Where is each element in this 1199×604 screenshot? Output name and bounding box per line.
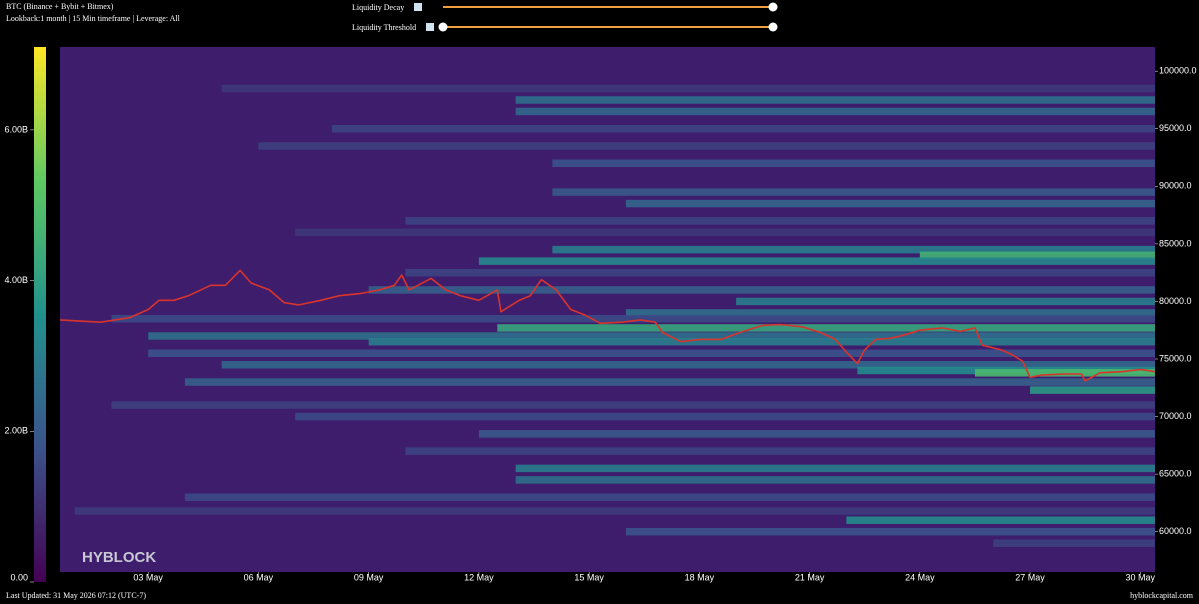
liquidity-band <box>405 217 1155 225</box>
price-line <box>60 269 1155 382</box>
x-tick-label: 12 May <box>464 572 494 582</box>
last-updated: Last Updated: 31 May 2026 07:12 (UTC-7) <box>6 591 146 600</box>
y-tick-label: 75000.0 <box>1159 353 1192 363</box>
slider-knob[interactable] <box>768 2 778 12</box>
y-tick-label: 80000.0 <box>1159 296 1192 306</box>
liquidity-band <box>974 369 1155 377</box>
liquidity-band <box>478 257 1155 265</box>
liquidity-band <box>74 507 1155 515</box>
liquidity-band <box>736 297 1155 306</box>
liquidity-band <box>625 309 1155 317</box>
liquidity-band <box>993 539 1155 547</box>
liquidity-band <box>919 251 1155 260</box>
y-tick-label: 60000.0 <box>1159 526 1192 536</box>
x-tick-label: 24 May <box>905 572 935 582</box>
liquidity-band <box>552 159 1155 168</box>
watermark: HYBLOCK <box>82 549 156 566</box>
heatmap <box>60 84 1155 547</box>
y-tick-label: 65000.0 <box>1159 469 1192 479</box>
colorbar-tick-label: 0.00 <box>10 572 28 582</box>
liquidity-band <box>148 332 1155 340</box>
liquidity-band <box>111 401 1155 409</box>
x-tick-label: 06 May <box>244 572 274 582</box>
liquidity-band <box>625 199 1155 208</box>
subtitle: Lookback:1 month | 15 Min timeframe | Le… <box>6 14 181 23</box>
liquidity-band <box>295 412 1155 421</box>
colorbar <box>34 47 46 582</box>
liquidity-band <box>258 142 1155 150</box>
title: BTC (Binance + Bybit + Bitmex) <box>6 2 114 11</box>
x-tick-label: 27 May <box>1015 572 1045 582</box>
liquidity-band <box>184 378 1155 386</box>
icon <box>426 23 434 31</box>
colorbar-tick-label: 6.00B <box>4 124 28 134</box>
slider-knob[interactable] <box>768 22 778 32</box>
liquidity-band <box>148 349 1155 357</box>
liquidity-band <box>478 430 1155 438</box>
slider-knob[interactable] <box>438 22 448 32</box>
y-tick-label: 85000.0 <box>1159 238 1192 248</box>
liquidity-band <box>184 493 1155 501</box>
liquidity-band <box>515 96 1155 104</box>
liquidity-band <box>331 125 1155 133</box>
y-tick-label: 95000.0 <box>1159 123 1192 133</box>
liquidity-band <box>368 286 1155 294</box>
y-tick-label: 70000.0 <box>1159 411 1192 421</box>
y-tick-label: 100000.0 <box>1159 66 1197 76</box>
colorbar-tick-label: 2.00B <box>4 426 28 436</box>
x-tick-label: 09 May <box>354 572 384 582</box>
liquidity-band <box>846 516 1155 524</box>
liquidity-band <box>111 314 1155 323</box>
liquidity-band <box>1030 386 1155 394</box>
x-tick-label: 18 May <box>685 572 715 582</box>
liquidity-band <box>368 337 1155 346</box>
y-tick-label: 90000.0 <box>1159 181 1192 191</box>
icon <box>414 3 422 11</box>
site: hyblockcapital.com <box>1130 591 1194 600</box>
x-tick-label: 30 May <box>1126 572 1156 582</box>
liquidity-band <box>625 527 1155 536</box>
liquidity-band <box>515 464 1155 473</box>
control-label: Liquidity Decay <box>352 3 404 12</box>
liquidity-band <box>515 476 1155 484</box>
x-tick-label: 03 May <box>133 572 163 582</box>
liquidity-band <box>221 361 1155 369</box>
liquidity-band <box>221 84 1155 93</box>
control-label: Liquidity Threshold <box>352 23 416 32</box>
x-tick-label: 21 May <box>795 572 825 582</box>
liquidity-band <box>497 324 1155 332</box>
x-tick-label: 15 May <box>574 572 604 582</box>
liquidity-band <box>405 447 1155 455</box>
liquidity-band <box>552 245 1155 254</box>
colorbar-tick-label: 4.00B <box>4 275 28 285</box>
liquidity-band <box>295 228 1155 237</box>
liquidity-band <box>552 188 1155 196</box>
liquidity-band <box>405 268 1155 277</box>
liquidity-band <box>515 107 1155 116</box>
